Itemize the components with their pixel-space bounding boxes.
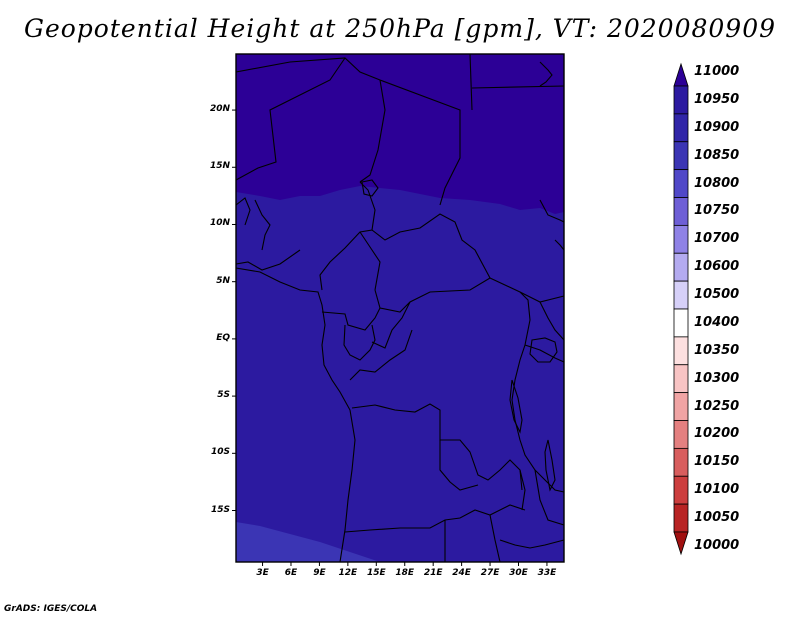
lat-tick-label: 15S (210, 504, 230, 515)
border-line (371, 301, 411, 349)
map-frame (235, 53, 565, 563)
lat-tick-label: 10S (210, 447, 230, 458)
border-line (321, 307, 381, 331)
border-line (359, 231, 381, 291)
colorbar-label: 10950 (694, 91, 740, 107)
lon-tick-label: 6E (284, 568, 298, 578)
border-line (469, 53, 473, 111)
coastline (539, 61, 553, 87)
colorbar-label: 10250 (694, 398, 740, 414)
colorbar-label: 10750 (694, 203, 740, 219)
border-line (539, 199, 565, 223)
lat-tick-label: 15N (209, 161, 230, 172)
lon-tick-label: 3E (256, 568, 269, 578)
lon-tick-label: 15E (366, 568, 386, 578)
colorbar-label: 10100 (694, 482, 740, 498)
colorbar-segment (673, 141, 689, 171)
border-line (349, 329, 413, 381)
colorbar (673, 62, 689, 556)
lon-tick-label: 9E (313, 568, 326, 578)
border-line (235, 197, 251, 226)
border-line (379, 79, 461, 206)
colorbar-label: 10400 (694, 314, 740, 330)
coastline (235, 267, 356, 563)
lon-tick-label: 12E (338, 568, 358, 578)
lat-tick-label: 5S (217, 390, 230, 401)
border-line (374, 277, 565, 313)
lon-tick-label: 18E (395, 568, 415, 578)
border-line (499, 539, 565, 549)
colorbar-label: 10300 (694, 370, 740, 386)
colorbar-segment (673, 197, 689, 226)
border-line (471, 85, 565, 89)
colorbar-label: 10150 (694, 454, 740, 470)
border-line (439, 440, 479, 491)
lat-tick-label: 10N (209, 218, 230, 229)
border-line (539, 301, 565, 341)
colorbar-label: 10800 (694, 175, 740, 191)
lake-malawi (544, 439, 556, 492)
colorbar-segment (673, 336, 689, 366)
border-line (254, 199, 271, 251)
colorbar-segment (673, 113, 689, 143)
colorbar-segment (673, 392, 689, 421)
lat-tick-label: 20N (209, 104, 230, 115)
colorbar-label: 10850 (694, 147, 740, 163)
border-line (235, 249, 301, 271)
lon-tick-label: 33E (537, 568, 557, 578)
border-line (489, 514, 501, 563)
colorbar-segment (673, 169, 689, 198)
colorbar-segment (673, 308, 689, 338)
colorbar-label: 10050 (694, 510, 740, 526)
border-line (344, 504, 526, 533)
lake-chad (361, 179, 379, 197)
border-line (519, 469, 526, 511)
lake-victoria (529, 337, 558, 363)
colorbar-segment (673, 447, 689, 477)
border-line (534, 469, 565, 526)
colorbar-segment (673, 280, 689, 310)
lon-tick-label: 24E (452, 568, 471, 578)
border-line (359, 79, 386, 183)
boundaries (235, 53, 565, 563)
colorbar-segment (673, 503, 689, 533)
lon-tick-label: 27E (480, 568, 500, 578)
colorbar-label: 10200 (694, 426, 740, 442)
field-low (236, 522, 380, 562)
credit-text: GrADS: IGES/COLA (4, 604, 98, 614)
field-high (236, 54, 564, 214)
colorbar-segment (673, 224, 689, 254)
lon-tick-label: 21E (423, 568, 443, 578)
colorbar-segment (673, 420, 689, 449)
colorbar-segment (673, 252, 689, 282)
border-line (343, 324, 376, 361)
border-line (371, 213, 491, 279)
colorbar-label: 10600 (694, 259, 740, 275)
lat-tick-label: EQ (216, 332, 230, 343)
chart-title: Geopotential Height at 250hPa [gpm], VT:… (23, 14, 777, 43)
colorbar-bottom-arrow (673, 531, 689, 556)
colorbar-label: 10000 (694, 537, 740, 553)
colorbar-segment (673, 85, 689, 115)
border-line (524, 344, 565, 363)
border-line (554, 239, 565, 251)
colorbar-segment (673, 475, 689, 505)
colorbar-label: 10350 (694, 342, 740, 358)
lon-tick-label: 30E (509, 568, 528, 578)
border-line (351, 403, 523, 491)
lat-tick-label: 5N (216, 275, 230, 286)
colorbar-label: 11000 (694, 64, 740, 80)
border-line (235, 57, 346, 181)
border-line (511, 291, 565, 493)
colorbar-segment (673, 364, 689, 394)
axis-ticks (232, 109, 548, 566)
colorbar-label: 10700 (694, 231, 740, 247)
colorbar-top-arrow (673, 62, 689, 87)
colorbar-label: 10900 (694, 119, 740, 135)
colorbar-label: 10500 (694, 287, 740, 303)
lake-tanganyika (509, 379, 523, 434)
